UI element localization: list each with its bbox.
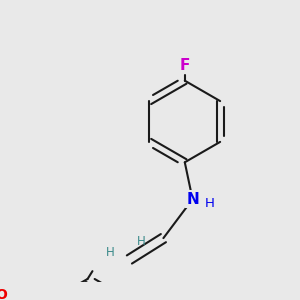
Text: N: N [186,192,199,207]
Text: O: O [0,289,8,300]
Text: H: H [137,235,146,248]
Text: F: F [180,58,190,73]
Text: H: H [205,196,215,210]
Text: H: H [106,247,114,260]
